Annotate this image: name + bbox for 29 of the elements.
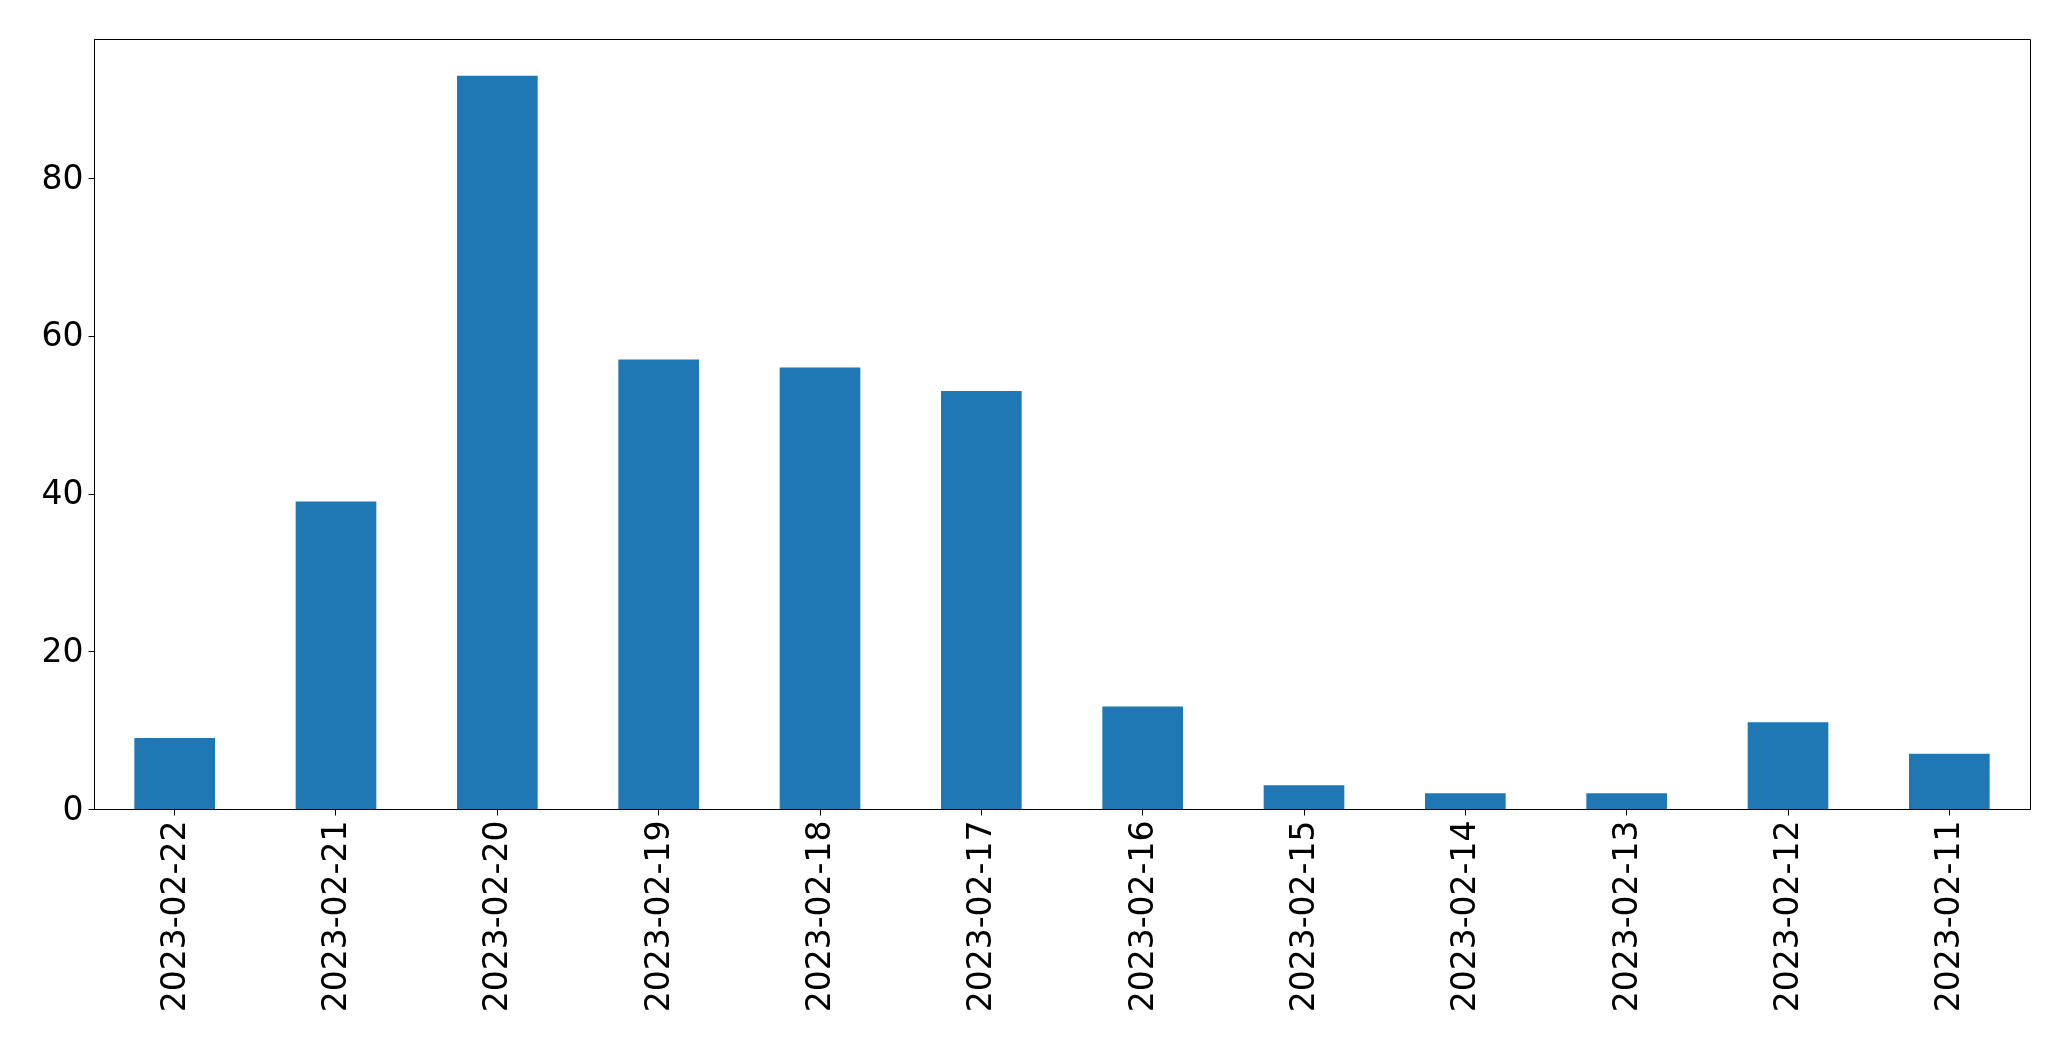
x-tick-label: 2023-02-13 [1605, 820, 1645, 1013]
bar [1102, 706, 1183, 809]
y-tick-label: 0 [62, 788, 84, 828]
x-tick-label: 2023-02-16 [1121, 820, 1161, 1013]
bar [1263, 785, 1345, 809]
x-tick-label: 2023-02-21 [315, 820, 354, 1013]
bar [134, 738, 215, 809]
x-tick-label: 2023-02-17 [960, 820, 1000, 1013]
x-tick-label: 2023-02-15 [1283, 820, 1322, 1013]
y-tick-label: 80 [41, 157, 84, 197]
bar [295, 501, 377, 809]
y-tick-label: 40 [41, 473, 84, 513]
x-tick-label: 2023-02-18 [799, 820, 838, 1013]
bar [1425, 793, 1506, 809]
bar [457, 75, 538, 809]
bar [1909, 753, 1990, 809]
bar [941, 391, 1022, 809]
bar [1586, 793, 1667, 809]
x-tick-label: 2023-02-20 [476, 820, 516, 1013]
x-tick-label: 2023-02-22 [153, 820, 193, 1013]
y-tick-label: 60 [41, 315, 84, 355]
x-tick-label: 2023-02-11 [1928, 820, 1968, 1013]
x-tick-label: 2023-02-12 [1767, 820, 1806, 1013]
bar [1747, 722, 1829, 809]
y-tick-label: 20 [41, 630, 84, 670]
bar [779, 367, 861, 809]
x-tick-label: 2023-02-19 [637, 820, 677, 1013]
bar [618, 359, 699, 809]
x-tick-label: 2023-02-14 [1444, 820, 1484, 1013]
